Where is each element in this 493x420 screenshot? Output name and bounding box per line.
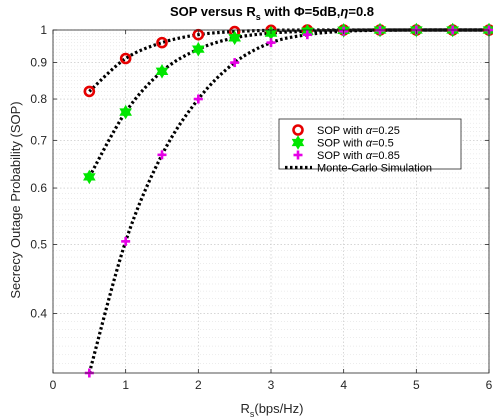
chart-title: SOP versus Rs with Φ=5dB,η=0.8 (170, 4, 374, 22)
y-axis-ticks: 0.4 0.5 0.6 0.7 0.8 0.9 1 (30, 23, 489, 320)
series-2-point (228, 30, 241, 46)
series-2-point (192, 41, 205, 57)
x-axis-label: Rs(bps/Hz) (240, 401, 303, 419)
y-tick-label: 0.7 (30, 133, 47, 147)
plot-area: 0 1 2 3 4 5 6 0.4 0.5 0.6 0.7 0.8 0.9 1 (30, 22, 493, 392)
x-tick-label: 5 (413, 378, 420, 392)
y-tick-label: 0.6 (30, 181, 47, 195)
y-tick-label: 0.8 (30, 92, 47, 106)
simulation-line-2 (87, 28, 489, 178)
x-tick-label: 6 (486, 378, 493, 392)
series-3-point (266, 38, 276, 48)
series-3-point (230, 58, 240, 68)
x-tick-label: 4 (340, 378, 347, 392)
y-tick-label: 0.4 (30, 306, 47, 320)
legend-marker-1 (292, 124, 304, 136)
legend-box (278, 118, 462, 170)
series-3-point (193, 94, 203, 104)
y-tick-label: 0.5 (30, 237, 47, 251)
x-tick-label: 2 (195, 378, 202, 392)
series-1-point (156, 36, 168, 49)
x-tick-label: 3 (268, 378, 275, 392)
y-axis-label: Secrecy Outage Probability (SOP) (8, 101, 23, 298)
series-3-point (121, 236, 131, 246)
series-1-point (83, 85, 96, 98)
series-2-point (119, 104, 132, 120)
legend-label-simulation: Monte-Carlo Simulation (317, 163, 432, 175)
series-1-point (119, 52, 132, 65)
x-axis-ticks: 0 1 2 3 4 5 6 (50, 30, 493, 392)
legend-marker-3 (293, 150, 303, 160)
y-tick-label: 0.9 (30, 56, 47, 70)
x-tick-label: 1 (122, 378, 129, 392)
legend-label-2: SOP with α=0.5 (317, 138, 394, 150)
series-2-point (155, 64, 169, 79)
series-3-point (302, 30, 312, 40)
legend-label-1: SOP with α=0.25 (317, 125, 400, 137)
y-tick-label: 1 (40, 23, 47, 37)
legend-marker-2 (291, 135, 305, 150)
series-2-point (83, 169, 96, 185)
series-3-point (157, 150, 167, 160)
x-tick-label: 0 (50, 378, 57, 392)
legend-label-3: SOP with α=0.85 (317, 150, 400, 162)
